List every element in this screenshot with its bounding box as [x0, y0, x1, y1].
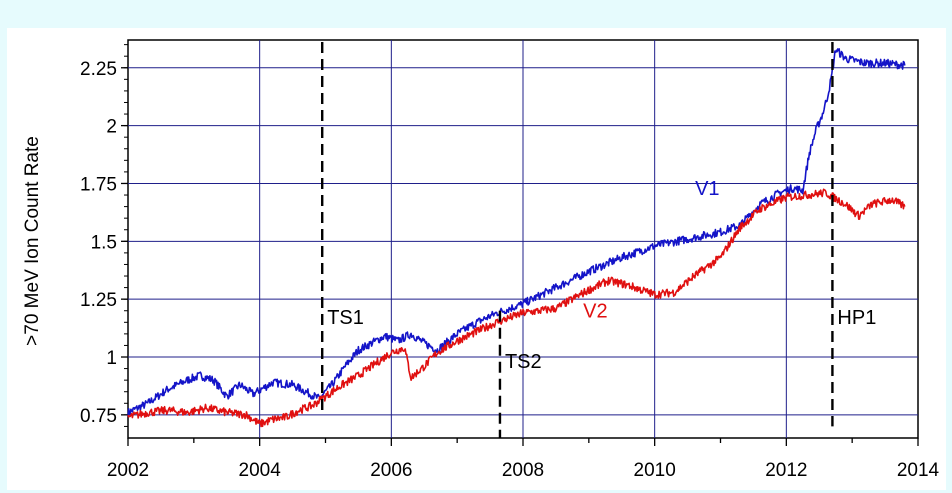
- marker-label-ts2: TS2: [505, 351, 542, 373]
- x-tick-label: 2014: [897, 460, 940, 481]
- y-tick-label: 1.5: [91, 232, 117, 253]
- y-tick-label: 1.75: [80, 174, 117, 195]
- marker-label-ts1: TS1: [327, 307, 364, 329]
- y-tick-label: 2: [106, 117, 117, 138]
- series-label-v2: V2: [583, 301, 607, 323]
- y-tick-label: 2.25: [80, 59, 117, 80]
- x-tick-label: 2002: [107, 460, 149, 481]
- y-tick-label: 1: [106, 348, 117, 369]
- x-tick-label: 2004: [239, 460, 282, 481]
- y-axis-label: >70 MeV Ion Count Rate: [22, 136, 43, 346]
- x-tick-label: 2012: [765, 460, 807, 481]
- tick-labels: 2002 2004 2006 2008 2010 2012 2014 0.75 1 1.25 1.5…: [80, 59, 940, 481]
- marker-label-hp1: HP1: [837, 307, 876, 329]
- series-label-v1: V1: [695, 178, 719, 200]
- grid: [121, 39, 919, 446]
- event-markers: TS1 TS2 HP1 V1 V2: [321, 42, 876, 438]
- chart-frame: TS1 TS2 HP1 V1 V2 2002 2004 2006 2008 2010 2012 20…: [7, 28, 946, 490]
- x-tick-label: 2010: [634, 460, 676, 481]
- x-tick-label: 2006: [370, 460, 412, 481]
- series-line-v2: [127, 188, 906, 428]
- y-tick-label: 0.75: [80, 406, 117, 427]
- series-group: [127, 48, 906, 428]
- y-tick-label: 1.25: [80, 290, 117, 311]
- series-line-v1: [127, 48, 906, 417]
- x-tick-label: 2008: [502, 460, 544, 481]
